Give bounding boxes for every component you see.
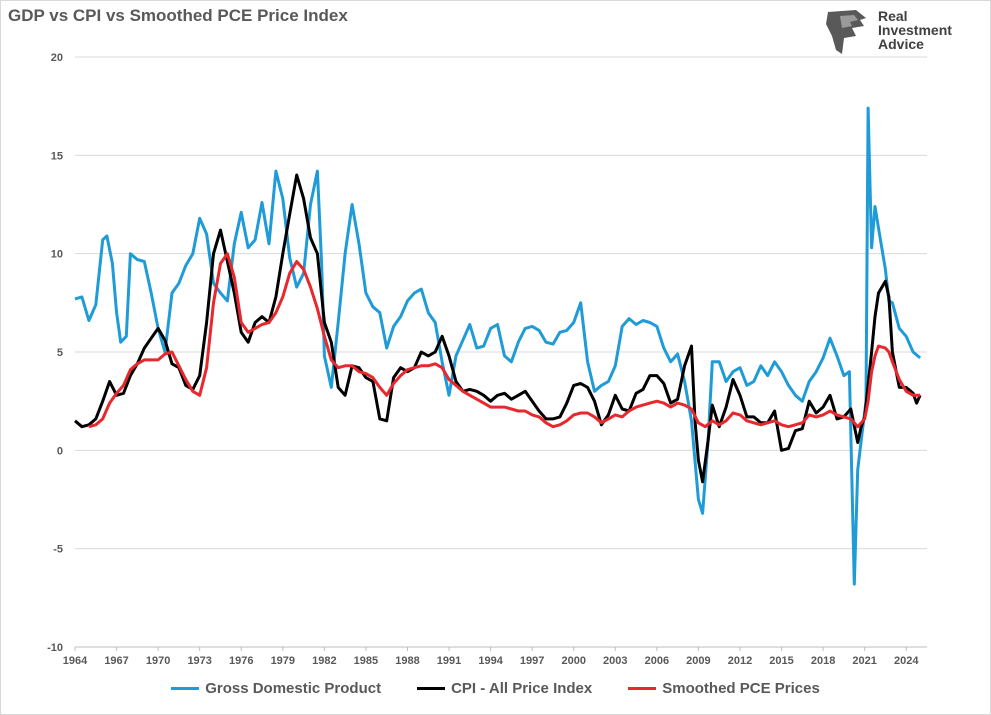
eagle-logo-icon [826,10,866,54]
series-line-cpi-all-price-index [74,173,922,484]
legend-item: CPI - All Price Index [417,676,592,700]
x-tick-label: 1988 [395,655,419,667]
legend-label: Smoothed PCE Prices [662,679,820,697]
x-tick-label: 1985 [354,655,378,667]
x-tick-label: 1994 [478,655,503,667]
legend-label: Gross Domestic Product [205,679,382,697]
x-tick-label: 2009 [686,655,710,667]
legend-swatch [628,686,657,690]
x-tick-label: 2012 [728,655,752,667]
x-tick-label: 1967 [104,655,128,667]
x-tick-label: 1976 [229,655,253,667]
logo-line-1: Real [878,8,908,24]
logo-text: Real Investment Advice [878,9,952,51]
chart-title: GDP vs CPI vs Smoothed PCE Price Index [8,6,348,25]
x-tick-label: 2000 [561,655,585,667]
x-axis-ticks: 1964 1967 1970 1973 1976 1979 1982 1985 1988 1991… [63,646,927,667]
x-tick-label: 1973 [187,655,211,667]
x-tick-label: 2018 [811,655,835,667]
y-tick-label: 20 [51,52,63,64]
y-tick-label: 0 [57,445,63,457]
series-line-gross-domestic-product [74,106,922,586]
x-tick-label: 1982 [312,655,336,667]
legend: Gross Domestic Product CPI - All Price In… [0,676,991,700]
y-axis-ticks: -10 -5 0 5 10 15 20 [47,52,63,654]
x-tick-label: 1970 [146,655,170,667]
y-tick-label: 10 [51,249,63,261]
x-tick-label: 1997 [520,655,544,667]
y-tick-label: 5 [57,347,63,359]
legend-item: Smoothed PCE Prices [628,676,820,700]
y-tick-label: 15 [51,150,63,162]
legend-swatch [171,686,200,690]
x-tick-label: 1964 [63,655,88,667]
x-tick-label: 2021 [852,655,876,667]
series-line-smoothed-pce-prices [88,252,921,429]
logo: Real Investment Advice [822,6,982,58]
logo-line-2: Investment [878,22,952,38]
legend-swatch [417,686,446,690]
x-tick-label: 2024 [894,655,919,667]
x-tick-label: 1979 [271,655,295,667]
x-tick-label: 1991 [437,655,461,667]
logo-line-3: Advice [878,36,924,52]
legend-label: CPI - All Price Index [451,679,593,697]
series-lines [74,106,922,586]
x-tick-label: 2015 [769,655,793,667]
x-tick-label: 2003 [603,655,627,667]
y-tick-label: -5 [53,544,63,556]
x-tick-label: 2006 [645,655,669,667]
legend-item: Gross Domestic Product [171,676,381,700]
y-tick-label: -10 [47,642,63,654]
